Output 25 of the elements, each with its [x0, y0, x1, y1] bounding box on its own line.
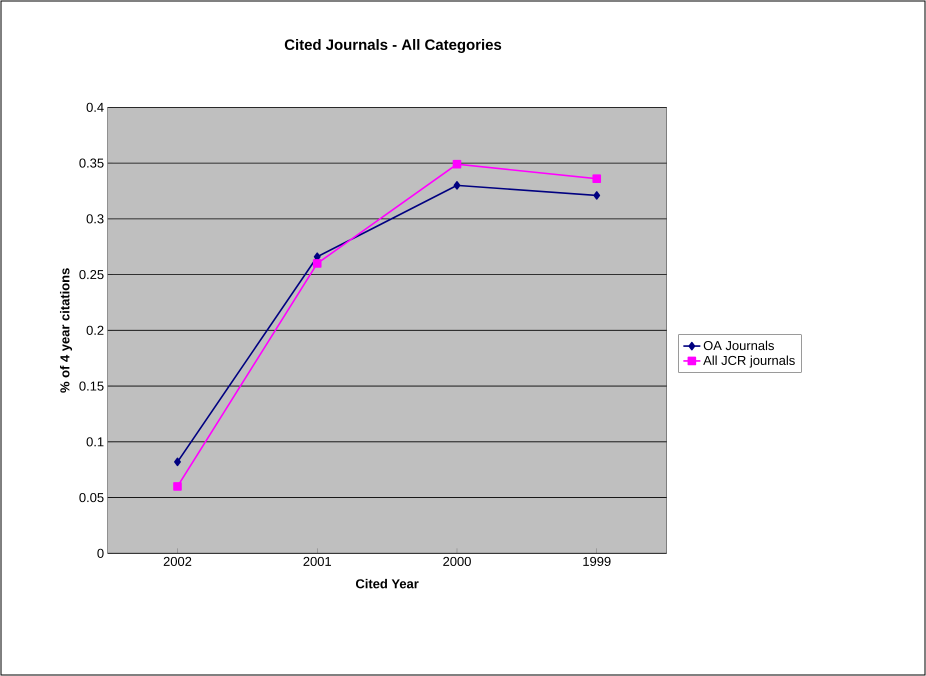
y-tick-label: 0.2 — [86, 326, 104, 335]
x-tick-label: 2001 — [303, 556, 332, 566]
x-tick-label: 2002 — [164, 556, 192, 566]
chart-title: Cited Journals - All Categories — [284, 38, 502, 53]
point — [452, 160, 462, 168]
y-tick-label: 0.25 — [79, 270, 104, 280]
y-axis-title: % of 4 year citations — [60, 268, 72, 393]
y-tick-label: 0.3 — [86, 214, 104, 224]
point — [454, 181, 460, 190]
y-tick-label: 0.1 — [86, 437, 104, 446]
x-tick-label: 2000 — [443, 556, 471, 566]
legend-label: OA Journals — [704, 340, 774, 350]
y-tick-label: 0.4 — [86, 102, 104, 112]
point — [593, 191, 600, 200]
y-tick-label: 0.15 — [79, 382, 104, 391]
point — [173, 482, 182, 491]
point — [312, 259, 322, 268]
y-tick-label: 0.35 — [79, 158, 104, 168]
legend-label: All JCR journals — [703, 356, 795, 368]
y-tick-label: 0.05 — [79, 492, 104, 502]
x-tick-label: 1999 — [583, 556, 611, 566]
x-axis-title: Cited Year — [356, 578, 419, 588]
point — [592, 174, 602, 183]
y-tick-label: 0 — [97, 548, 104, 558]
point — [174, 458, 181, 466]
